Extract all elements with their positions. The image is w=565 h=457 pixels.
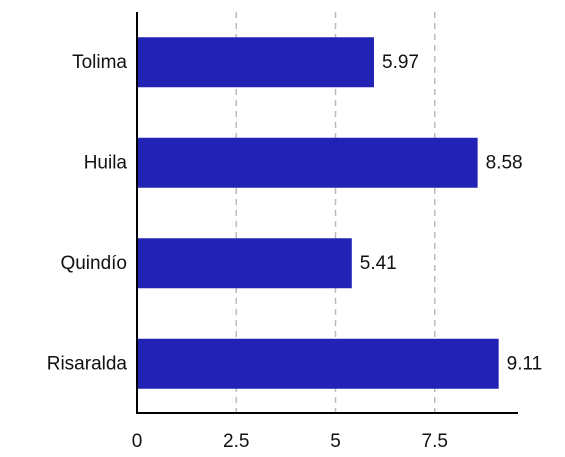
value-label-risaralda: 9.11 xyxy=(507,353,543,374)
category-label-tolima: Tolima xyxy=(72,52,127,73)
value-label-huila: 8.58 xyxy=(486,152,523,173)
value-label-tolima: 5.97 xyxy=(382,52,419,73)
bar-risaralda xyxy=(137,338,499,389)
x-tick-label-0: 0 xyxy=(132,431,143,452)
bar-quindio xyxy=(137,238,352,289)
bar-huila xyxy=(137,137,478,188)
bar-tolima xyxy=(137,37,375,88)
category-label-risaralda: Risaralda xyxy=(47,353,128,374)
category-label-huila: Huila xyxy=(84,152,128,173)
value-label-quindio: 5.41 xyxy=(360,253,397,274)
x-tick-label-7.5: 7.5 xyxy=(422,431,448,452)
category-label-quindio: Quindío xyxy=(60,253,127,274)
x-tick-label-2.5: 2.5 xyxy=(223,431,249,452)
axes xyxy=(136,12,518,414)
x-tick-label-5: 5 xyxy=(330,431,341,452)
labels: Tolima 5.97 Huila 8.58 Quindío 5.41 Risaralda 9… xyxy=(47,52,543,452)
bars xyxy=(137,37,499,389)
